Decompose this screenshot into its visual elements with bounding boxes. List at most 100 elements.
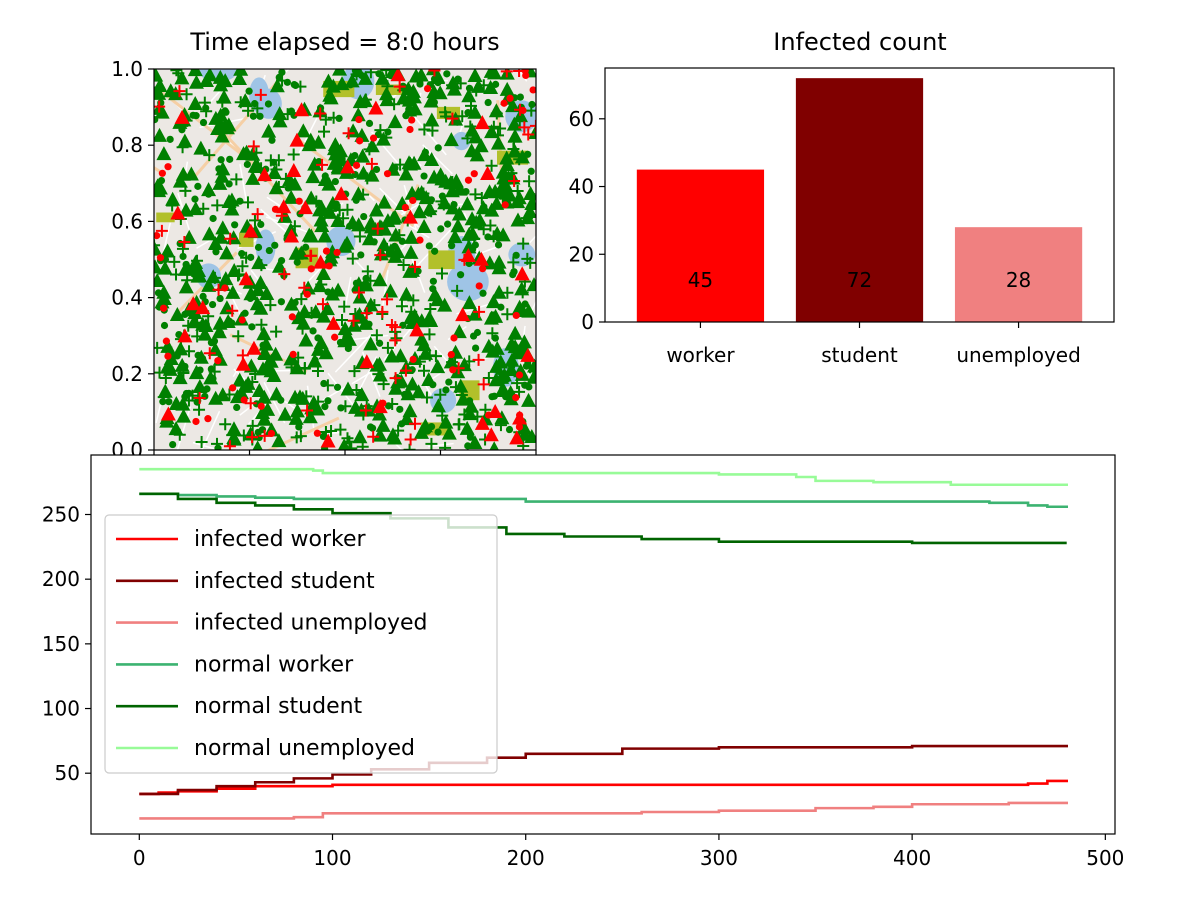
dot-marker (222, 108, 230, 116)
dot-marker (214, 444, 222, 450)
dot-marker (214, 357, 222, 365)
dot-marker (453, 118, 461, 126)
dot-marker (370, 238, 378, 246)
plus-marker (511, 344, 524, 357)
dot-marker (414, 267, 422, 275)
plus-marker (482, 372, 495, 385)
plus-marker (223, 388, 236, 401)
plus-marker (315, 278, 328, 291)
dot-marker (238, 316, 246, 324)
plus-marker (477, 79, 490, 92)
triangle-marker (219, 245, 235, 260)
plus-marker (513, 385, 526, 398)
dot-marker (199, 292, 207, 301)
dot-marker (196, 366, 204, 374)
triangle-marker (322, 87, 338, 102)
dot-marker (249, 112, 257, 120)
dot-marker (357, 71, 366, 80)
plus-marker (408, 417, 421, 430)
plus-marker (386, 397, 399, 410)
dot-marker (351, 69, 360, 75)
plus-marker (424, 303, 437, 316)
plus-marker (301, 404, 314, 417)
dot-marker (401, 203, 409, 212)
dot-marker (524, 150, 532, 158)
triangle-marker (376, 194, 392, 209)
plus-marker (234, 96, 247, 109)
plus-marker (223, 440, 236, 450)
plus-marker (518, 121, 531, 134)
plus-marker (159, 371, 172, 384)
plus-marker (377, 378, 390, 391)
dot-marker (431, 247, 439, 255)
triangle-marker (403, 229, 419, 244)
dot-marker (332, 200, 340, 208)
plus-marker (334, 423, 347, 436)
dot-marker (231, 221, 239, 229)
triangle-marker (426, 84, 442, 99)
triangle-marker (157, 260, 173, 275)
triangle-marker (268, 346, 284, 361)
plus-marker (347, 314, 360, 327)
dot-marker (257, 402, 265, 410)
triangle-marker (177, 261, 193, 276)
dot-marker (325, 262, 333, 270)
triangle-marker (434, 171, 450, 186)
triangle-marker (390, 69, 406, 82)
dot-marker (154, 289, 163, 297)
bar-value-label: 72 (847, 268, 872, 292)
dot-marker (466, 430, 475, 439)
triangle-marker (249, 296, 265, 311)
triangle-marker (443, 132, 459, 147)
line-y-tick-label: 50 (55, 761, 80, 785)
plus-marker (516, 286, 529, 299)
dot-marker (321, 403, 329, 411)
plus-marker (294, 430, 307, 443)
map-y-tick-label: 0.6 (111, 209, 143, 233)
dot-marker (277, 256, 286, 265)
plus-marker (191, 254, 204, 267)
plus-marker (490, 107, 503, 120)
triangle-marker (357, 70, 373, 85)
triangle-marker (483, 80, 499, 95)
dot-marker (438, 192, 447, 200)
plus-marker (417, 187, 430, 200)
plus-marker (494, 419, 507, 432)
triangle-marker (473, 138, 489, 153)
dot-marker (351, 151, 359, 160)
triangle-marker (201, 277, 217, 292)
dot-marker (398, 237, 406, 245)
plus-marker (200, 105, 213, 118)
line-normal-worker (139, 492, 1068, 509)
triangle-marker (264, 422, 280, 437)
plus-marker (226, 304, 239, 317)
plus-marker (278, 268, 291, 281)
triangle-marker (474, 115, 490, 130)
bar-panel: 45 72 28 0 20 40 60 worker student unemployed I… (569, 28, 1115, 367)
dot-marker (288, 313, 296, 321)
dot-marker (356, 137, 364, 145)
triangle-marker (396, 90, 412, 105)
plus-marker (208, 271, 221, 284)
triangle-marker (178, 202, 194, 217)
triangle-marker (413, 69, 429, 82)
map-street (226, 285, 243, 319)
plus-marker (513, 69, 526, 78)
triangle-marker (271, 258, 287, 273)
plus-marker (487, 120, 500, 133)
plus-marker (461, 132, 474, 145)
triangle-marker (289, 403, 305, 418)
dot-marker (521, 300, 529, 308)
bar-category-label: unemployed (956, 343, 1080, 367)
line-x-tick-label: 400 (893, 846, 931, 870)
dot-marker (522, 71, 530, 80)
dot-marker (307, 265, 315, 273)
plus-marker (407, 294, 420, 307)
triangle-marker (188, 254, 204, 269)
plus-marker (394, 158, 407, 171)
triangle-marker (393, 373, 409, 388)
triangle-marker (176, 408, 192, 423)
triangle-marker (232, 372, 248, 387)
triangle-marker (455, 307, 471, 322)
dot-marker (228, 319, 236, 327)
